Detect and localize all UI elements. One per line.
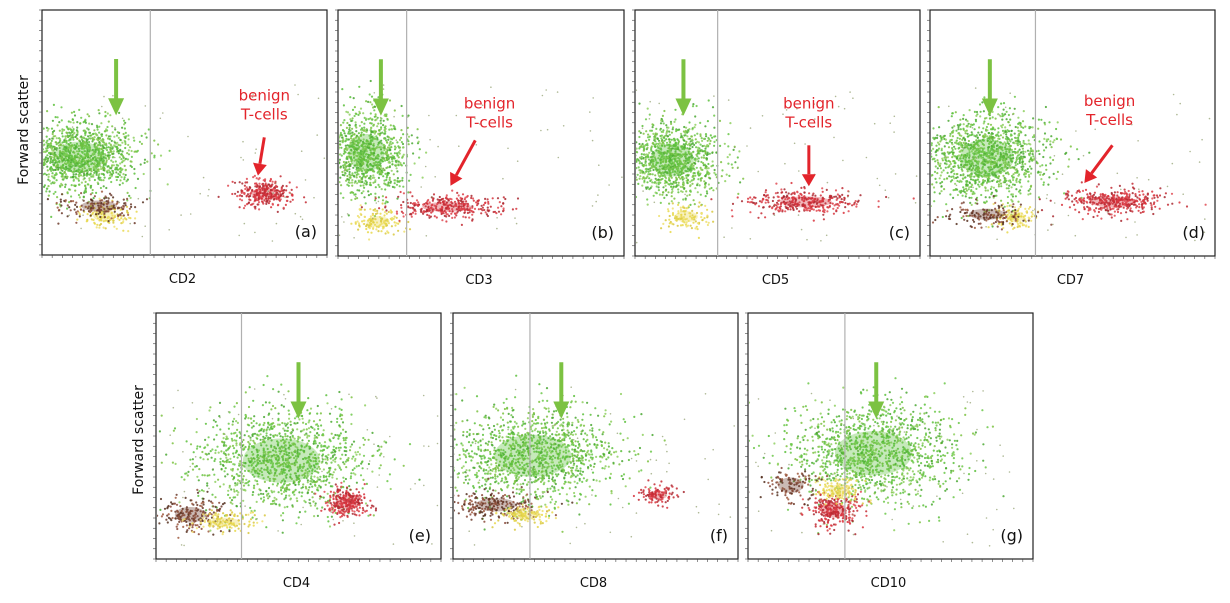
panel-label: (a)	[295, 222, 317, 241]
cluster-dark	[46, 190, 149, 225]
population-arrow	[675, 59, 692, 116]
panel-g: (g) CD10	[745, 312, 1034, 591]
annotation-arrow	[1090, 144, 1114, 175]
annotation-line: T-cells	[465, 113, 513, 131]
x-axis-label: CD8	[580, 576, 607, 591]
panel-label: (b)	[591, 223, 614, 242]
population-arrow	[553, 362, 570, 419]
scatter-points	[43, 84, 326, 242]
x-axis-label: CD4	[283, 576, 310, 591]
x-axis-label: CD10	[871, 576, 907, 591]
axis-ticks	[450, 312, 739, 562]
cluster-main	[931, 95, 1091, 228]
annotation-arrowhead	[253, 162, 267, 176]
annotation-line: T-cells	[240, 106, 288, 124]
annotation-line: benign	[1084, 92, 1135, 110]
axis-ticks	[153, 312, 442, 562]
population-arrow	[290, 362, 307, 419]
y-axis-label-row2: Forward scatter	[131, 385, 147, 495]
cluster-debris	[658, 201, 715, 239]
panels: benignT-cells(a)CD2benignT-cells(b)CD3be…	[39, 9, 1216, 591]
annotation-arrowhead	[1084, 169, 1098, 183]
cluster-benign-t-cells	[217, 174, 307, 213]
annotation-line: benign	[464, 94, 515, 112]
x-axis-label: CD5	[762, 273, 789, 288]
cluster-dark	[454, 477, 574, 525]
cluster-benign-t-cells	[632, 479, 685, 509]
cluster-main	[43, 103, 171, 218]
annotation-arrow	[454, 139, 477, 176]
axis-ticks	[632, 9, 921, 259]
x-axis-label: CD2	[169, 272, 196, 287]
cluster-main	[749, 377, 1005, 535]
axis-ticks	[39, 9, 328, 258]
panel-label: (c)	[889, 223, 910, 242]
scatter-points	[636, 89, 918, 244]
cluster-benign-t-cells	[1038, 181, 1207, 222]
panel-f: (f) CD8	[450, 312, 739, 591]
annotation-line: T-cells	[784, 113, 832, 131]
axis-ticks	[335, 9, 625, 259]
cluster-benign-t-cells	[800, 490, 871, 536]
panel-label: (f)	[710, 526, 728, 545]
panel-label: (g)	[1000, 526, 1023, 545]
scatter-points	[339, 79, 623, 241]
cluster-main	[636, 99, 745, 209]
panel-label: (d)	[1182, 223, 1205, 242]
plot-frame	[747, 312, 1034, 560]
annotation-line: benign	[239, 87, 290, 105]
panel-label: (e)	[409, 526, 431, 545]
axis-ticks	[927, 9, 1216, 259]
annotation-line: T-cells	[1085, 111, 1133, 129]
annotation-arrowhead	[450, 171, 463, 186]
population-arrow	[372, 59, 389, 116]
cluster-benign-t-cells	[710, 181, 915, 222]
cluster-dark	[749, 466, 829, 507]
annotation-arrowhead	[801, 174, 816, 187]
cluster-debris	[491, 503, 560, 531]
cluster-benign-t-cells	[360, 189, 520, 226]
annotation-line: benign	[783, 94, 834, 112]
cluster-debris	[181, 509, 266, 536]
scatter-points	[931, 87, 1211, 242]
axis-ticks	[745, 312, 1034, 562]
scatter-points	[749, 377, 1015, 547]
x-axis-label: CD3	[465, 273, 492, 288]
cluster-debris	[814, 476, 872, 506]
cluster-benign-t-cells	[314, 481, 378, 526]
annotation-arrow	[258, 137, 266, 165]
cluster-main	[339, 79, 428, 220]
population-arrow	[981, 59, 998, 116]
y-axis-label-row1: Forward scatter	[16, 75, 32, 185]
population-arrow	[868, 362, 885, 419]
x-axis-label: CD7	[1057, 273, 1084, 288]
population-arrow	[108, 59, 125, 116]
panel-e: (e) CD4	[153, 312, 442, 591]
